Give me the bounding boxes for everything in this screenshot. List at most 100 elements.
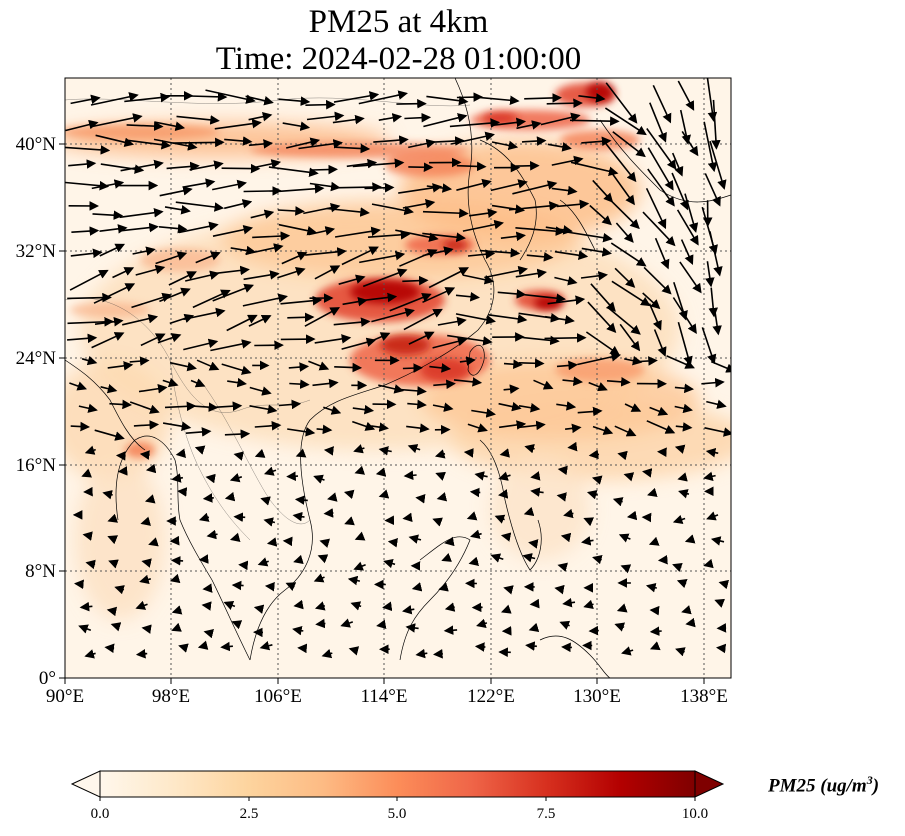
wind-arrow bbox=[422, 232, 466, 242]
wind-arrow bbox=[243, 186, 282, 196]
wind-arrow bbox=[387, 538, 399, 548]
wind-arrow bbox=[432, 517, 443, 527]
wind-arrow bbox=[352, 158, 405, 168]
wind-arrow bbox=[649, 605, 660, 616]
wind-arrow bbox=[701, 327, 717, 365]
wind-arrow bbox=[530, 471, 541, 481]
wind-arrow bbox=[341, 246, 379, 266]
wind-arrow bbox=[197, 640, 209, 650]
wind-arrow bbox=[175, 201, 225, 212]
wind-arrow bbox=[210, 339, 252, 352]
wind-arrow bbox=[198, 554, 209, 564]
wind-arrow bbox=[551, 185, 578, 196]
wind-arrow bbox=[215, 401, 243, 411]
wind-arrow bbox=[434, 449, 446, 459]
wind-arrow bbox=[544, 333, 587, 343]
wind-arrow bbox=[311, 164, 338, 175]
wind-arrow bbox=[135, 649, 148, 659]
wind-arrow bbox=[155, 251, 188, 265]
wind-arrow bbox=[69, 381, 88, 391]
wind-arrow bbox=[626, 510, 638, 521]
wind-arrow bbox=[435, 471, 446, 481]
wind-arrow bbox=[408, 162, 434, 173]
wind-arrow bbox=[189, 92, 228, 102]
wind-arrow bbox=[196, 359, 220, 371]
wind-arrow bbox=[426, 183, 453, 193]
wind-arrow bbox=[139, 450, 150, 460]
wind-arrow bbox=[168, 271, 197, 286]
wind-arrow bbox=[185, 427, 212, 437]
wind-arrow bbox=[415, 648, 428, 659]
wind-arrow bbox=[110, 622, 122, 632]
wind-arrow bbox=[517, 420, 546, 431]
colorbar-extend-max bbox=[694, 770, 725, 798]
wind-arrow bbox=[74, 579, 84, 590]
wind-arrow bbox=[556, 401, 577, 411]
wind-arrow bbox=[605, 82, 638, 124]
wind-arrow bbox=[704, 173, 721, 207]
wind-arrow bbox=[444, 536, 455, 547]
wind-arrow bbox=[709, 140, 727, 190]
wind-arrow bbox=[183, 338, 219, 351]
wind-arrow bbox=[500, 604, 512, 614]
wind-arrow bbox=[292, 511, 305, 522]
wind-arrow bbox=[666, 355, 695, 369]
wind-arrow bbox=[577, 352, 622, 366]
wind-arrow bbox=[618, 533, 631, 543]
wind-arrow bbox=[194, 445, 206, 455]
wind-arrow bbox=[606, 306, 641, 335]
wind-arrow bbox=[395, 229, 439, 242]
wind-arrow bbox=[608, 169, 635, 206]
wind-arrow bbox=[433, 649, 443, 659]
wind-arrow bbox=[94, 429, 125, 441]
lat-label-32: 32°N bbox=[16, 241, 57, 262]
wind-arrow bbox=[400, 386, 427, 396]
wind-arrow bbox=[224, 491, 236, 502]
wind-arrow bbox=[189, 160, 224, 171]
wind-arrow bbox=[557, 562, 568, 572]
wind-arrow bbox=[583, 599, 594, 610]
wind-arrow bbox=[122, 313, 159, 326]
wind-arrow bbox=[382, 601, 393, 612]
wind-arrow bbox=[367, 229, 411, 240]
wind-arrow bbox=[120, 159, 164, 172]
wind-arrow bbox=[314, 265, 341, 280]
wind-arrow bbox=[467, 249, 496, 259]
wind-arrow bbox=[254, 420, 282, 431]
wind-arrow bbox=[293, 599, 304, 610]
wind-arrow bbox=[224, 429, 251, 439]
wind-arrow bbox=[205, 89, 256, 104]
wind-arrow bbox=[94, 316, 124, 327]
wind-arrow bbox=[547, 295, 586, 305]
wind-arrow bbox=[544, 314, 575, 325]
map-frame bbox=[64, 77, 732, 679]
wind-arrow bbox=[278, 96, 311, 106]
wind-arrow bbox=[100, 163, 145, 174]
wind-arrow bbox=[402, 275, 429, 286]
wind-arrow bbox=[654, 237, 670, 270]
wind-arrow bbox=[444, 602, 456, 612]
wind-arrow bbox=[93, 283, 136, 304]
lat-label-0: 0° bbox=[39, 668, 56, 689]
wind-arrow bbox=[129, 356, 150, 366]
map-title: PM25 at 4km Time: 2024-02-28 01:00:00 bbox=[0, 4, 797, 78]
wind-arrow bbox=[557, 465, 568, 476]
wind-arrow bbox=[716, 643, 727, 654]
wind-arrow bbox=[343, 489, 355, 500]
wind-arrow bbox=[712, 310, 722, 336]
wind-arrow bbox=[162, 421, 192, 431]
wind-arrow bbox=[587, 301, 617, 333]
wind-arrow bbox=[459, 356, 476, 366]
wind-arrow bbox=[455, 291, 480, 302]
wind-arrow bbox=[681, 130, 699, 157]
wind-arrow bbox=[254, 448, 266, 458]
wind-arrow bbox=[671, 172, 689, 211]
wind-arrow bbox=[99, 243, 126, 257]
wind-arrow bbox=[102, 490, 113, 500]
wind-arrow bbox=[398, 183, 443, 194]
wind-arrow bbox=[263, 517, 276, 527]
wind-arrow bbox=[327, 492, 338, 502]
wind-arrow bbox=[212, 179, 247, 191]
wind-arrow bbox=[488, 314, 528, 324]
wind-arrow bbox=[293, 554, 304, 565]
